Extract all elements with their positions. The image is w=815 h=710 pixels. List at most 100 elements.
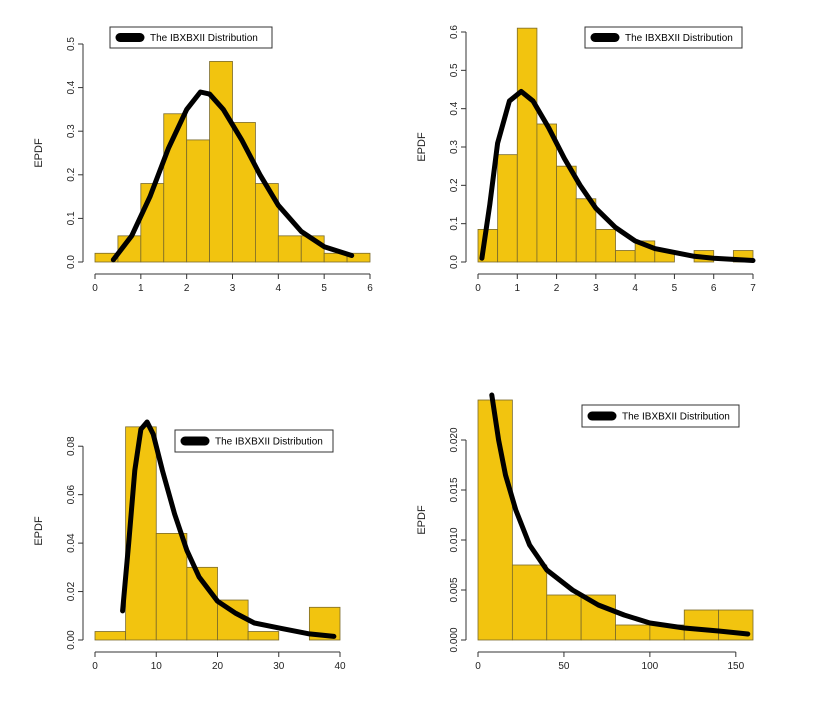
y-tick-label: 0.000 <box>449 627 460 652</box>
histogram-bars <box>477 399 754 641</box>
x-axis: 0 10 20 30 40 <box>92 651 346 672</box>
histogram-bar <box>247 631 280 641</box>
density-curve <box>120 419 337 639</box>
legend: The IBXBXII Distribution <box>109 26 273 49</box>
y-tick-label: 0.1 <box>449 216 460 230</box>
x-tick-label: 5 <box>321 283 327 294</box>
histogram-bar <box>556 165 577 263</box>
legend-label: The IBXBXII Distribution <box>622 412 730 423</box>
x-tick-label: 4 <box>632 283 638 294</box>
y-axis: 0.000 0.005 0.010 0.015 0.020 <box>449 427 467 653</box>
chart-panel-1: 0 1 2 3 4 5 6 0.0 0.1 0.2 0.3 0.4 0.5 EPDF The IBXBXII… <box>33 26 373 294</box>
y-axis-title: EPDF <box>33 516 45 546</box>
y-tick-label: 0.010 <box>449 527 460 552</box>
histogram-bar <box>580 594 616 641</box>
legend: The IBXBXII Distribution <box>581 404 740 428</box>
x-tick-label: 0 <box>475 283 481 294</box>
histogram-bar <box>186 139 210 263</box>
y-tick-label: 0.020 <box>449 427 460 452</box>
x-tick-label: 100 <box>642 661 659 672</box>
legend-label: The IBXBXII Distribution <box>150 33 258 44</box>
y-tick-label: 0.005 <box>449 577 460 602</box>
y-axis: 0.0 0.1 0.2 0.3 0.4 0.5 0.6 <box>449 25 467 269</box>
y-tick-label: 0.2 <box>449 178 460 192</box>
chart-panel-2: 0 1 2 3 4 5 6 7 0.0 0.1 0.2 0.3 0.4 0.5 0.6 EPDF The IBX… <box>416 25 756 294</box>
density-curve <box>110 89 355 263</box>
legend-label: The IBXBXII Distribution <box>215 437 323 448</box>
chart-panel-3: 0 10 20 30 40 0.00 0.02 0.04 0.06 0.08 EPDF The IBX… <box>33 419 346 672</box>
y-axis-title: EPDF <box>416 132 428 162</box>
x-tick-label: 4 <box>276 283 282 294</box>
histogram-bar <box>346 252 371 263</box>
x-axis: 0 50 100 150 <box>475 651 745 672</box>
x-tick-label: 2 <box>554 283 560 294</box>
x-tick-label: 0 <box>92 283 98 294</box>
legend: The IBXBXII Distribution <box>584 26 743 49</box>
x-tick-label: 30 <box>273 661 285 672</box>
histogram-bar <box>155 533 188 641</box>
histogram-bar <box>615 250 636 263</box>
x-tick-label: 40 <box>334 661 346 672</box>
legend-box <box>581 404 740 428</box>
histogram-bar <box>209 61 233 263</box>
y-tick-label: 0.5 <box>449 63 460 77</box>
y-axis: 0.0 0.1 0.2 0.3 0.4 0.5 <box>66 37 84 269</box>
density-curve <box>489 392 751 637</box>
y-tick-label: 0.3 <box>449 140 460 154</box>
y-tick-label: 0.3 <box>66 124 77 138</box>
histogram-bar <box>497 154 518 263</box>
y-tick-label: 0.0 <box>449 255 460 269</box>
histogram-bar <box>683 609 720 641</box>
x-tick-label: 1 <box>515 283 521 294</box>
histogram-bar <box>477 399 513 641</box>
y-tick-label: 0.08 <box>66 436 77 456</box>
y-tick-label: 0.00 <box>66 630 77 650</box>
histogram-bar <box>511 564 548 641</box>
legend: The IBXBXII Distribution <box>174 429 334 453</box>
x-tick-label: 3 <box>230 283 236 294</box>
x-tick-label: 3 <box>593 283 599 294</box>
x-tick-label: 5 <box>672 283 678 294</box>
y-tick-label: 0.1 <box>66 211 77 225</box>
y-tick-label: 0.2 <box>66 167 77 181</box>
y-tick-label: 0.0 <box>66 255 77 269</box>
x-tick-label: 50 <box>558 661 570 672</box>
histogram-bar <box>595 229 616 263</box>
histogram-bar <box>615 624 651 641</box>
x-axis: 0 1 2 3 4 5 6 <box>92 273 373 294</box>
y-tick-label: 0.5 <box>66 37 77 51</box>
histogram-bar <box>94 631 127 641</box>
x-tick-label: 20 <box>212 661 224 672</box>
histogram-bar <box>536 123 557 263</box>
density-curve <box>479 88 756 263</box>
histogram-bar <box>546 594 582 641</box>
legend-label: The IBXBXII Distribution <box>625 33 733 44</box>
x-tick-label: 7 <box>750 283 756 294</box>
y-tick-label: 0.04 <box>66 533 77 553</box>
y-tick-label: 0.02 <box>66 581 77 601</box>
histogram-bar <box>516 27 538 263</box>
x-tick-label: 6 <box>711 283 717 294</box>
x-tick-label: 6 <box>367 283 373 294</box>
y-tick-label: 0.6 <box>449 25 460 39</box>
legend-box <box>584 26 743 49</box>
y-axis-title: EPDF <box>416 505 428 535</box>
y-tick-label: 0.4 <box>449 101 460 115</box>
y-tick-label: 0.06 <box>66 484 77 504</box>
x-tick-label: 0 <box>475 661 481 672</box>
chart-panel-4: 0 50 100 150 0.000 0.005 0.010 0.015 0.020 EPDF Th… <box>416 392 754 672</box>
legend-box <box>109 26 273 49</box>
histogram-bars <box>477 27 754 263</box>
x-tick-label: 1 <box>138 283 144 294</box>
x-tick-label: 0 <box>92 661 98 672</box>
x-axis: 0 1 2 3 4 5 6 7 <box>475 273 756 294</box>
histogram-bar <box>277 235 302 263</box>
x-tick-label: 2 <box>184 283 190 294</box>
x-tick-label: 10 <box>151 661 163 672</box>
y-axis: 0.00 0.02 0.04 0.06 0.08 <box>66 436 84 650</box>
y-tick-label: 0.4 <box>66 80 77 94</box>
legend-box <box>174 429 334 453</box>
y-tick-label: 0.015 <box>449 477 460 502</box>
y-axis-title: EPDF <box>33 138 45 168</box>
